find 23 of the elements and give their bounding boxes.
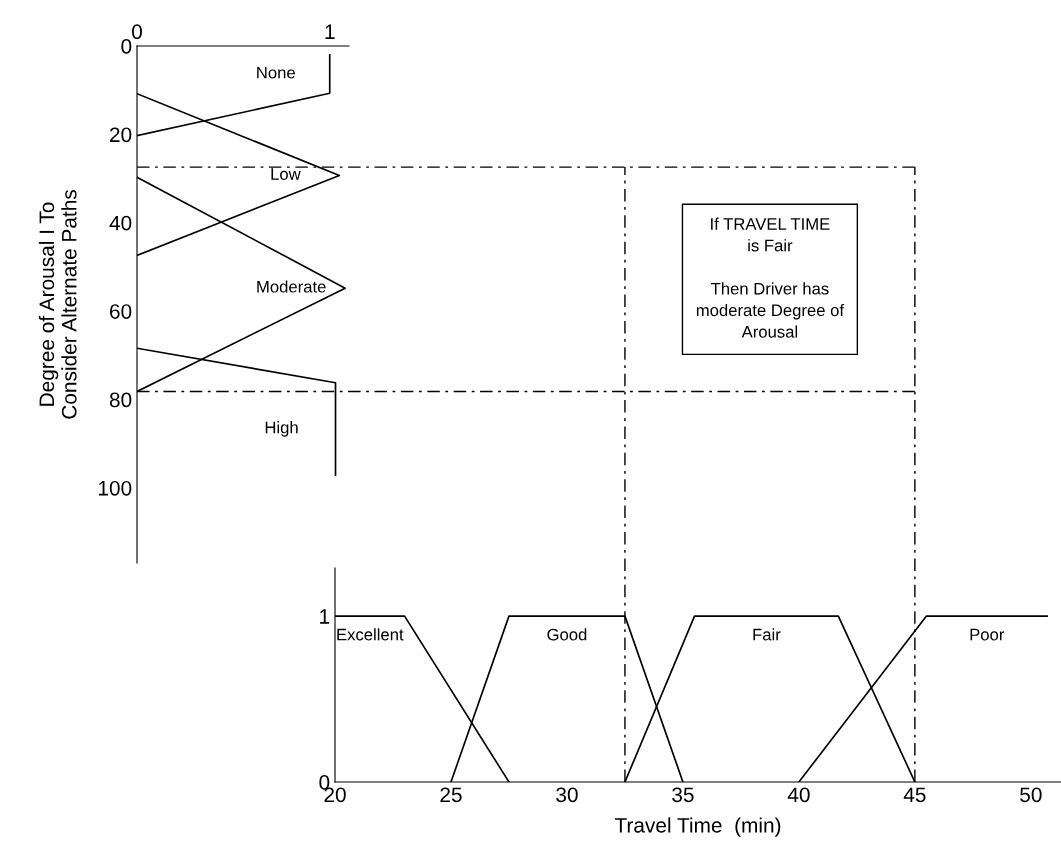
y-tick-label: 40 <box>109 215 132 231</box>
y-tick-label: 20 <box>110 127 132 143</box>
y-tick-label: 80 <box>109 392 132 408</box>
x-tick-label: 50 <box>1020 787 1042 803</box>
x-tick-label: 35 <box>672 787 694 803</box>
text: If TRAVEL TIME is Fair Then Driver has moderate Degree of Arousal <box>696 217 845 338</box>
series-label: Fair <box>753 628 781 641</box>
series-label: Excellent <box>337 628 404 641</box>
x-tick-label: 25 <box>440 787 462 803</box>
text: High <box>265 421 298 437</box>
y-tick-label: 100 <box>98 480 132 496</box>
series-label: Poor <box>970 628 1005 641</box>
series-label: Low <box>271 168 301 180</box>
x-tick-label: 30 <box>556 787 578 803</box>
x-tick-label: 45 <box>903 787 926 803</box>
y-tick-label: 0 <box>121 39 132 54</box>
series-label: Good <box>547 628 587 641</box>
series-label: Moderate <box>257 280 326 293</box>
x-axis-title: Travel Time (min) <box>614 817 781 837</box>
y-axis-title: Degree of Arousal I To Consider Alternate Paths <box>38 190 77 419</box>
x-tick-label: 40 <box>787 787 810 803</box>
series-label: None <box>257 66 295 79</box>
y-tick-label: 60 <box>110 304 132 319</box>
